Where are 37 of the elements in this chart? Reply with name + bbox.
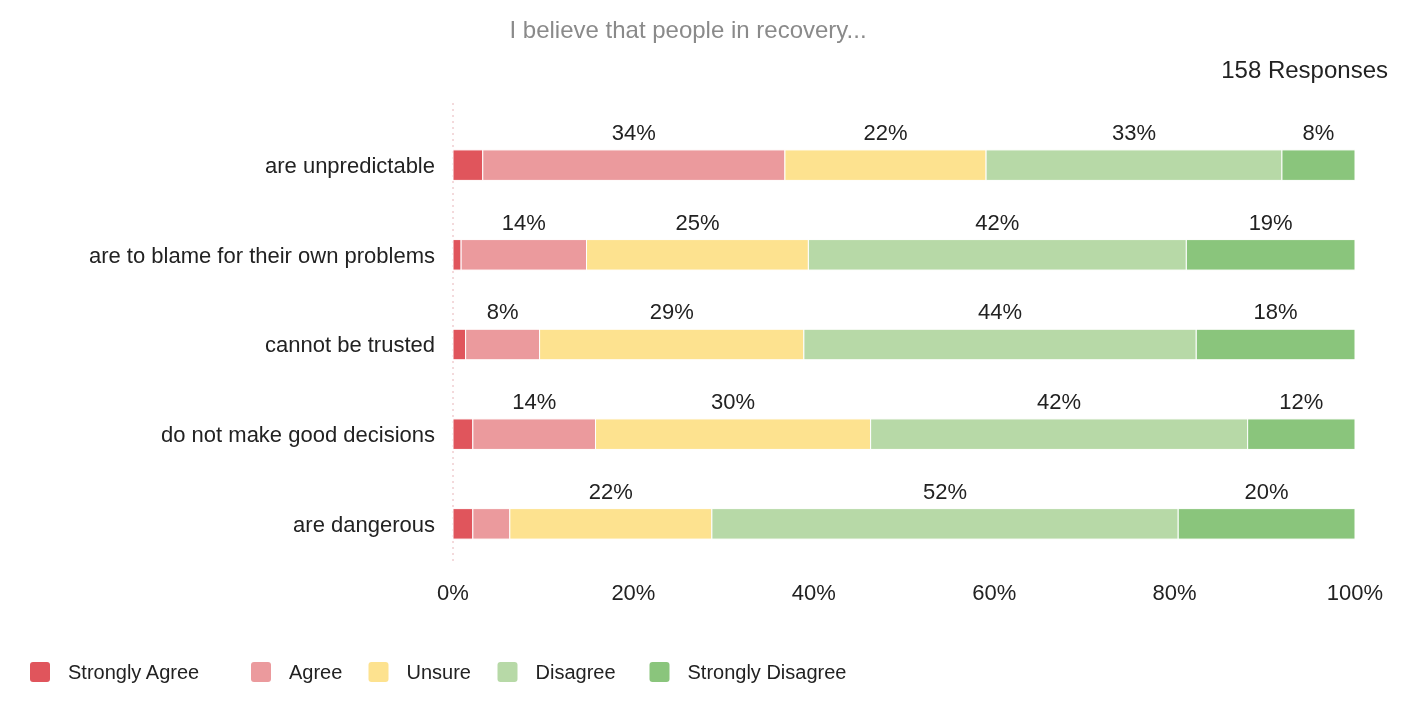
data-label: 42%: [975, 209, 1020, 235]
data-label: 29%: [649, 299, 694, 325]
x-tick-label: 80%: [1152, 580, 1197, 605]
chart-subtitle: 158 Responses: [1221, 56, 1388, 83]
data-label: 33%: [1111, 119, 1157, 145]
legend-label: Unsure: [406, 661, 471, 683]
y-tick-label: are dangerous: [293, 511, 435, 537]
x-tick-label: 0%: [437, 580, 469, 605]
x-tick-label: 100%: [1326, 580, 1384, 605]
data-label: 12%: [1279, 388, 1324, 414]
data-label: 14%: [501, 209, 546, 235]
data-label: 19%: [1248, 209, 1293, 235]
legend-label: Disagree: [535, 661, 616, 683]
data-label: 22%: [863, 119, 908, 145]
data-label: 25%: [675, 209, 720, 235]
x-tick-label: 40%: [791, 580, 836, 605]
data-label: 30%: [711, 388, 756, 414]
legend-label: Strongly Agree: [68, 661, 200, 683]
legend-label: Strongly Disagree: [687, 661, 847, 683]
y-tick-label: cannot be trusted: [264, 332, 435, 358]
data-label: 20%: [1244, 478, 1289, 504]
y-tick-label: are to blame for their own problems: [88, 242, 435, 268]
data-label: 42%: [1037, 388, 1082, 414]
x-tick-label: 20%: [611, 580, 656, 605]
data-label: 44%: [978, 299, 1023, 325]
data-label: 52%: [923, 478, 968, 504]
data-label: 8%: [486, 299, 519, 325]
data-label: 34%: [611, 119, 656, 145]
y-tick-label: do not make good decisions: [161, 421, 435, 447]
y-tick-label: are unpredictable: [264, 152, 435, 178]
data-label: 8%: [1302, 119, 1335, 145]
chart-title: I believe that people in recovery...: [509, 16, 867, 43]
x-tick-label: 60%: [972, 580, 1017, 605]
data-label: 22%: [588, 478, 633, 504]
data-label: 14%: [512, 388, 557, 414]
legend-label: Agree: [289, 661, 343, 683]
data-label: 18%: [1253, 299, 1298, 325]
